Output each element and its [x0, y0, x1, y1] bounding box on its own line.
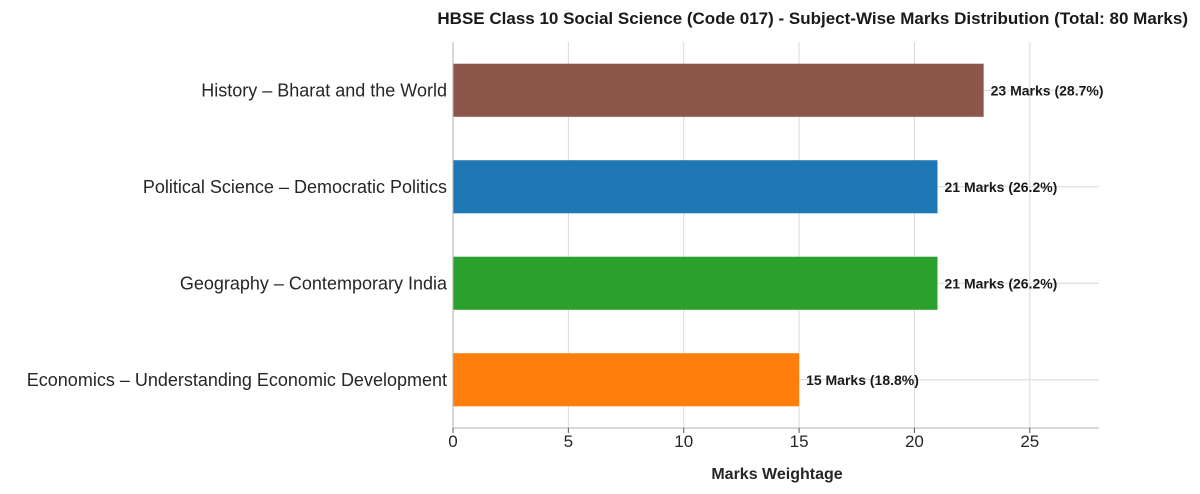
category-label: History – Bharat and the World	[201, 80, 447, 100]
category-label: Geography – Contemporary India	[180, 273, 448, 293]
axes	[452, 42, 1099, 429]
x-ticks: 0 5 10 15 20 25	[448, 428, 1039, 451]
bar	[453, 353, 800, 407]
data-label: 23 Marks (28.7%)	[991, 82, 1104, 98]
bar	[453, 63, 984, 117]
x-axis-label: Marks Weightage	[711, 466, 842, 483]
x-tick-label: 20	[905, 432, 924, 451]
data-label: 21 Marks (26.2%)	[945, 275, 1058, 291]
x-tick-label: 10	[674, 432, 693, 451]
bar	[453, 256, 938, 310]
chart-title: HBSE Class 10 Social Science (Code 017) …	[437, 9, 1188, 28]
data-labels: 23 Marks (28.7%) 21 Marks (26.2%) 21 Marks…	[806, 82, 1103, 388]
data-label: 15 Marks (18.8%)	[806, 372, 919, 388]
data-label: 21 Marks (26.2%)	[945, 179, 1058, 195]
category-label: Political Science – Democratic Politics	[143, 177, 447, 197]
x-tick-label: 15	[790, 432, 809, 451]
x-tick-label: 0	[448, 432, 457, 451]
x-tick-label: 25	[1020, 432, 1039, 451]
bars	[453, 63, 984, 407]
bar	[453, 160, 938, 214]
x-tick-label: 5	[564, 432, 573, 451]
category-labels: History – Bharat and the World Political …	[27, 80, 448, 390]
category-label: Economics – Understanding Economic Devel…	[27, 370, 447, 390]
